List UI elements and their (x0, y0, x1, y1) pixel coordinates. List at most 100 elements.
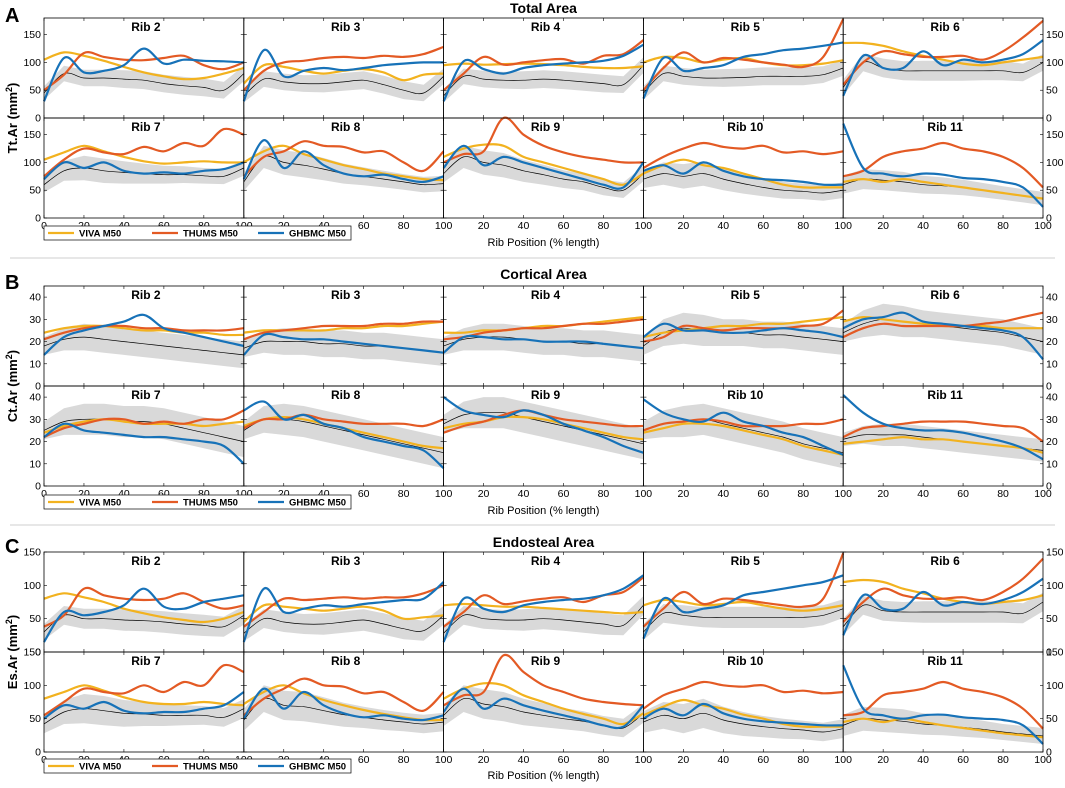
series-line-thums (243, 413, 444, 430)
y-tick-label: 100 (1046, 57, 1064, 69)
subplot-rib-2: Rib 2 0 10 20 30 40 (29, 285, 245, 393)
series-line-ghbmc (442, 396, 644, 454)
y-tick-label: 50 (1046, 185, 1058, 197)
panel-letter: C (5, 536, 19, 558)
mean-line (243, 615, 444, 634)
x-tick-label: 40 (917, 754, 929, 766)
series-line-thums (243, 320, 444, 341)
subplot-rib-3: Rib 3 (242, 285, 445, 387)
series-line-thums (842, 141, 1044, 189)
series-line-thums (642, 552, 845, 628)
y-tick-label: 50 (1046, 613, 1058, 625)
series-line-ghbmc (642, 398, 844, 456)
series-line-viva (642, 698, 844, 728)
series-line-viva (443, 682, 644, 726)
subplot-frame (842, 385, 1044, 487)
x-tick-label: 100 (834, 754, 852, 766)
x-tick-label: 80 (198, 488, 210, 500)
sd-band (44, 403, 244, 458)
mean-line (643, 712, 844, 733)
series-line-ghbmc (643, 161, 844, 186)
y-tick-label: 10 (29, 358, 41, 370)
sd-band (643, 60, 844, 100)
series-line-viva (43, 684, 244, 707)
y-tick-label: 20 (29, 336, 41, 348)
x-tick-label: 80 (797, 220, 809, 232)
series-line-ghbmc (243, 400, 445, 470)
x-tick-label: 100 (1034, 754, 1052, 766)
x-tick-label: 60 (957, 488, 969, 500)
series-line-ghbmc (842, 39, 1044, 97)
x-tick-label: 80 (997, 488, 1009, 500)
x-tick-label: 80 (797, 488, 809, 500)
sd-band (243, 606, 444, 642)
series-line-viva (243, 684, 444, 722)
subplot-rib-9: Rib 9 20 40 60 80 100 (442, 651, 652, 766)
subplot-title: Rib 8 (331, 654, 361, 668)
y-tick-label: 0 (1046, 213, 1052, 225)
y-tick-label: 30 (1046, 414, 1058, 426)
sd-band (243, 68, 444, 103)
x-tick-label: 100 (435, 754, 453, 766)
legend-label: VIVA M50 (79, 498, 121, 509)
legend-label: VIVA M50 (79, 762, 121, 773)
series-line-ghbmc (43, 691, 245, 720)
series-line-ghbmc (242, 48, 444, 102)
series-line-ghbmc (43, 587, 244, 643)
subplot-rib-10: Rib 10 20 40 60 80 100 (642, 385, 852, 500)
x-tick-label: 60 (558, 754, 570, 766)
series-line-thums (642, 680, 844, 710)
x-tick-label: 60 (358, 488, 370, 500)
series-line-thums (43, 586, 245, 628)
legend-box (43, 225, 352, 241)
subplot-title: Rib 3 (331, 20, 361, 34)
subplot-rib-3: Rib 3 (242, 17, 445, 119)
y-tick-label: 0 (1046, 381, 1052, 393)
series-line-thums (842, 557, 1044, 623)
mean-line (443, 64, 644, 97)
subplot-title: Rib 9 (531, 388, 561, 402)
panel-letter: A (5, 5, 19, 27)
y-tick-label: 10 (1046, 458, 1058, 470)
x-tick-label: 20 (478, 220, 490, 232)
series-line-thums (43, 51, 245, 92)
subplot-rib-3: Rib 3 (242, 551, 445, 653)
series-line-thums (43, 663, 245, 717)
mean-line (842, 601, 1044, 627)
x-tick-label: 80 (598, 488, 610, 500)
legend-label: THUMS M50 (183, 762, 238, 773)
y-tick-label: 0 (1046, 747, 1052, 759)
subplot-title: Rib 2 (131, 20, 161, 34)
subplot-rib-5: Rib 5 (642, 551, 845, 653)
subplot-rib-11: Rib 11 0 10 20 30 40 20 40 60 80 100 (842, 385, 1058, 500)
x-tick-label: 80 (598, 754, 610, 766)
x-tick-label: 60 (957, 220, 969, 232)
y-axis-label-sup: 2 (4, 87, 14, 92)
legend: VIVA M50 THUMS M50 GHBMC M50 (43, 225, 352, 241)
y-tick-label: 40 (29, 392, 41, 404)
x-tick-label: 60 (757, 488, 769, 500)
x-tick-label: 60 (957, 754, 969, 766)
subplot-title: Rib 10 (727, 388, 763, 402)
subplot-title: Rib 6 (930, 554, 960, 568)
series-line-viva (443, 316, 644, 334)
x-tick-label: 0 (41, 488, 47, 500)
x-tick-label: 100 (635, 220, 653, 232)
y-tick-label: 40 (1046, 392, 1058, 404)
series-line-ghbmc (842, 311, 1044, 361)
y-tick-label: 50 (29, 85, 41, 97)
series-line-viva (643, 598, 844, 612)
y-tick-label: 0 (1046, 481, 1052, 493)
subplot-title: Rib 8 (331, 388, 361, 402)
series-line-ghbmc (442, 43, 644, 102)
subplot-title: Rib 2 (131, 288, 161, 302)
subplot-title: Rib 7 (131, 120, 161, 134)
x-tick-label: 80 (997, 754, 1009, 766)
y-tick-label: 10 (29, 458, 41, 470)
x-tick-label: 60 (757, 754, 769, 766)
x-tick-label: 60 (158, 488, 170, 500)
series-line-thums (642, 141, 844, 169)
y-tick-label: 100 (23, 680, 41, 692)
